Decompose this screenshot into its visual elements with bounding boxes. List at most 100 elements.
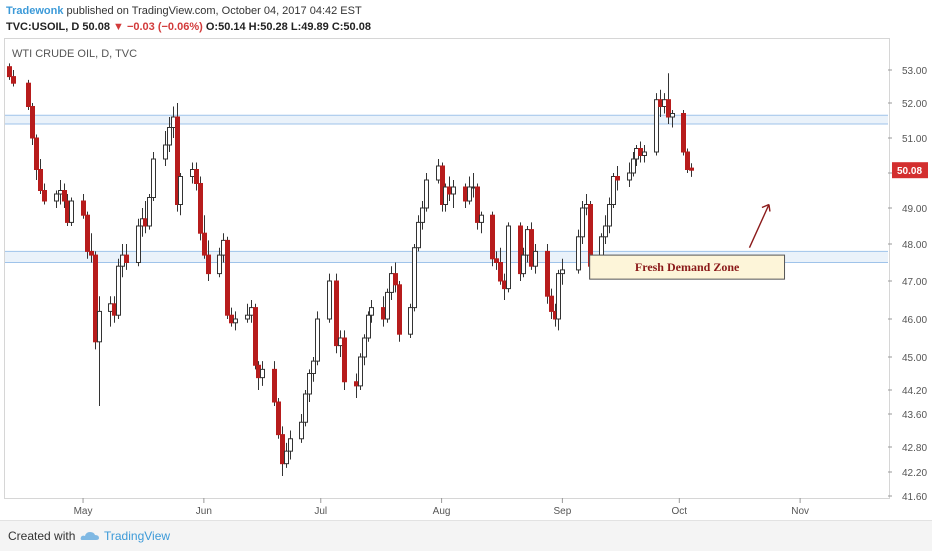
candle xyxy=(362,334,367,366)
candle xyxy=(167,117,172,152)
price-tick-label: 52.00 xyxy=(902,99,927,110)
annotation-text: Fresh Demand Zone xyxy=(635,260,740,274)
candle-body-up xyxy=(412,247,417,309)
candle xyxy=(584,194,589,216)
candle-body-up xyxy=(190,169,195,177)
candle-body-up xyxy=(249,307,254,316)
candle xyxy=(529,222,534,270)
candle-body-down xyxy=(397,284,402,335)
candle-body-up xyxy=(634,148,639,160)
candle-body-up xyxy=(163,144,168,160)
candle-body-up xyxy=(116,265,121,316)
time-tick-label: Jul xyxy=(314,506,327,517)
candle-body-up xyxy=(584,204,589,209)
candle xyxy=(369,300,374,323)
candle-body-up xyxy=(366,314,371,339)
candle xyxy=(97,296,102,406)
candle xyxy=(34,134,39,180)
candle-body-down xyxy=(124,254,129,264)
price-tick-label: 49.00 xyxy=(902,204,927,215)
candle-body-down xyxy=(276,401,281,436)
candle xyxy=(654,93,659,156)
candle xyxy=(178,173,183,216)
current-price-label: 50.08 xyxy=(897,166,922,177)
candle-body-down xyxy=(342,337,347,383)
candle-body-down xyxy=(638,148,643,156)
publish-info: published on TradingView.com, October 04… xyxy=(66,5,362,17)
candle-body-up xyxy=(178,176,183,205)
candle xyxy=(338,330,343,357)
candle xyxy=(681,110,686,156)
candle-body-up xyxy=(151,158,156,198)
candle xyxy=(272,361,277,406)
candlestick-chart[interactable]: WTI CRUDE OIL, D, TVC 53.00 52.00 51.00 50.… xyxy=(0,0,932,520)
candle xyxy=(443,183,448,212)
symbol-label: TVC:USOIL, D xyxy=(6,21,80,33)
candle xyxy=(521,247,526,278)
candle xyxy=(7,63,12,80)
candle-body-down xyxy=(112,303,117,316)
candle-body-up xyxy=(576,236,581,271)
candle-body-down xyxy=(666,99,671,118)
candle xyxy=(276,398,281,439)
candle xyxy=(112,296,117,323)
candle xyxy=(436,159,441,184)
price-tick-label: 45.00 xyxy=(902,353,927,364)
candle-body-down xyxy=(256,364,261,379)
candle-body-down xyxy=(7,66,12,78)
candle xyxy=(108,296,113,327)
candle xyxy=(85,211,90,259)
time-tick-label: Nov xyxy=(791,506,809,517)
candle xyxy=(175,103,180,212)
candle xyxy=(190,162,195,184)
candle-body-up xyxy=(221,239,226,256)
candle-body-up xyxy=(284,450,289,465)
price-tick-label: 48.00 xyxy=(902,240,927,251)
candle-body-down xyxy=(658,99,663,107)
candle xyxy=(463,183,468,208)
candle xyxy=(116,258,121,319)
chart-frame xyxy=(4,38,890,499)
time-tick-label: Oct xyxy=(672,506,688,517)
candle-body-down xyxy=(490,214,495,260)
candle-body-up xyxy=(670,113,675,118)
candle xyxy=(603,215,608,244)
candle xyxy=(393,262,398,293)
candle-body-down xyxy=(681,113,686,153)
candle xyxy=(408,303,413,338)
candle-body-up xyxy=(631,158,636,174)
time-tick-label: Aug xyxy=(433,506,451,517)
candle-body-up xyxy=(233,318,238,324)
price-tick-label: 44.20 xyxy=(902,386,927,397)
candle xyxy=(163,131,168,166)
candle xyxy=(467,176,472,205)
time-tick-label: May xyxy=(74,506,93,517)
candle xyxy=(689,163,694,177)
time-axis: May Jun Jul Aug Sep Oct Nov xyxy=(74,498,809,517)
candle-body-down xyxy=(198,183,203,234)
candle-body-up xyxy=(451,186,456,195)
candle xyxy=(471,173,476,198)
candle xyxy=(627,162,632,187)
candle-body-down xyxy=(93,254,98,343)
tradingview-brand[interactable]: TradingView xyxy=(104,529,171,543)
candle-body-up xyxy=(136,225,141,263)
candle xyxy=(447,176,452,201)
candle xyxy=(81,194,86,219)
candle xyxy=(424,173,429,212)
candle xyxy=(420,201,425,230)
candle-body-up xyxy=(479,214,484,223)
candle-body-down xyxy=(494,258,499,263)
candle xyxy=(533,244,538,274)
candle-body-down xyxy=(202,232,207,256)
time-tick-label: Sep xyxy=(553,506,571,517)
candle xyxy=(576,229,581,274)
candle-body-up xyxy=(362,337,367,358)
candle-body-down xyxy=(11,76,16,84)
price-tick-label: 41.60 xyxy=(902,492,927,503)
candle-body-up xyxy=(443,186,448,205)
author-link[interactable]: Tradewonk xyxy=(6,5,64,17)
price-tick-label: 42.20 xyxy=(902,468,927,479)
candle xyxy=(280,426,285,476)
candle xyxy=(198,176,203,241)
